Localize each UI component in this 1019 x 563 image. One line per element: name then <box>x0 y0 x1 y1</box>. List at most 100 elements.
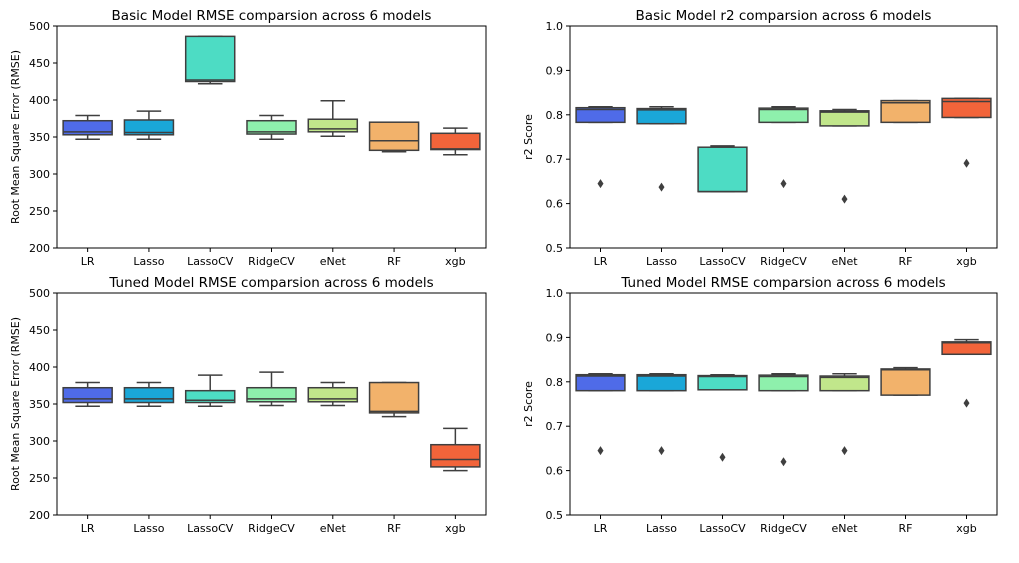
outlier-point <box>597 179 604 189</box>
x-tick-label: Lasso <box>646 522 677 535</box>
chart-panel-1: Basic Model RMSE comparsion across 6 mod… <box>9 8 487 268</box>
x-tick-label: eNet <box>320 255 347 268</box>
y-axis-label: Root Mean Square Error (RMSE) <box>9 50 22 224</box>
y-tick-label: 0.6 <box>546 465 564 478</box>
x-tick-label: RidgeCV <box>760 522 807 535</box>
x-tick-label: eNet <box>831 522 858 535</box>
x-tick-label: xgb <box>956 522 976 535</box>
x-tick-label: LR <box>81 255 95 268</box>
iqr-box <box>819 110 870 127</box>
iqr-box <box>430 443 481 468</box>
iqr-box <box>697 146 748 193</box>
iqr-box <box>184 389 236 404</box>
outlier-point <box>841 446 848 456</box>
y-tick-label: 0.5 <box>546 242 564 255</box>
iqr-box <box>368 381 420 414</box>
iqr-box <box>697 374 748 391</box>
box-enet <box>819 108 870 204</box>
x-tick-label: xgb <box>445 522 465 535</box>
box-rf <box>368 121 420 153</box>
y-tick-label: 0.9 <box>546 64 564 77</box>
outlier-point <box>841 194 848 204</box>
box-xgb <box>941 338 992 408</box>
x-tick-label: RF <box>387 255 401 268</box>
y-tick-label: 250 <box>29 205 50 218</box>
x-tick-label: LassoCV <box>187 255 234 268</box>
x-tick-label: RidgeCV <box>248 522 295 535</box>
y-tick-label: 350 <box>29 131 50 144</box>
iqr-box <box>575 373 626 392</box>
iqr-box <box>62 386 113 404</box>
outlier-point <box>658 182 665 192</box>
box-xgb <box>430 127 481 156</box>
y-tick-label: 0.8 <box>546 109 564 122</box>
iqr-box <box>941 97 992 119</box>
plot-frame <box>56 292 487 516</box>
x-tick-label: LR <box>594 522 608 535</box>
x-tick-label: RF <box>899 522 913 535</box>
x-tick-label: RF <box>387 522 401 535</box>
box-lr <box>575 106 626 189</box>
x-tick-label: eNet <box>831 255 858 268</box>
y-tick-label: 300 <box>29 435 50 448</box>
iqr-box <box>123 386 175 404</box>
box-ridgecv <box>758 373 809 467</box>
y-tick-label: 350 <box>29 398 50 411</box>
box-enet <box>307 99 359 138</box>
iqr-box <box>307 386 359 403</box>
iqr-box <box>307 118 359 133</box>
box-rf <box>880 99 931 124</box>
plot-frame <box>56 25 487 249</box>
y-tick-label: 450 <box>29 57 50 70</box>
y-tick-label: 500 <box>29 287 50 300</box>
y-tick-label: 200 <box>29 509 50 522</box>
chart-title: Tuned Model RMSE comparsion across 6 mod… <box>108 275 433 291</box>
plot-frame <box>569 25 998 249</box>
x-tick-label: Lasso <box>133 522 164 535</box>
box-lr <box>62 114 113 140</box>
chart-panel-3: Tuned Model RMSE comparsion across 6 mod… <box>9 275 487 535</box>
y-tick-label: 450 <box>29 324 50 337</box>
y-tick-label: 1.0 <box>546 20 564 33</box>
box-rf <box>880 366 931 396</box>
y-axis-label: r2 Score <box>522 381 535 427</box>
outlier-point <box>963 158 970 168</box>
y-tick-label: 1.0 <box>546 287 564 300</box>
x-tick-label: xgb <box>445 255 465 268</box>
y-tick-label: 0.8 <box>546 376 564 389</box>
y-tick-label: 250 <box>29 472 50 485</box>
iqr-box <box>880 368 931 396</box>
box-xgb <box>941 97 992 168</box>
x-tick-label: LR <box>594 255 608 268</box>
y-axis-label: Root Mean Square Error (RMSE) <box>9 317 22 491</box>
chart-panel-4: Tuned Model RMSE comparsion across 6 mod… <box>522 275 998 535</box>
iqr-box <box>246 386 297 403</box>
x-tick-label: Lasso <box>646 255 677 268</box>
box-lasso <box>123 110 175 140</box>
chart-title: Basic Model r2 comparsion across 6 model… <box>636 8 932 24</box>
box-enet <box>307 381 359 407</box>
x-tick-label: Lasso <box>133 255 164 268</box>
x-tick-label: RF <box>899 255 913 268</box>
y-tick-label: 0.9 <box>546 331 564 344</box>
outlier-point <box>780 179 787 189</box>
chart-panel-2: Basic Model r2 comparsion across 6 model… <box>522 8 998 268</box>
x-tick-label: LassoCV <box>699 255 746 268</box>
box-ridgecv <box>758 106 809 189</box>
iqr-box <box>575 106 626 124</box>
iqr-box <box>819 375 870 392</box>
x-tick-label: LR <box>81 522 95 535</box>
box-lassocv <box>184 374 236 407</box>
y-tick-label: 0.5 <box>546 509 564 522</box>
iqr-box <box>430 132 481 151</box>
box-xgb <box>430 427 481 472</box>
box-lr <box>62 381 113 407</box>
y-tick-label: 200 <box>29 242 50 255</box>
box-lasso <box>123 381 175 407</box>
box-lr <box>575 373 626 456</box>
x-tick-label: RidgeCV <box>248 255 295 268</box>
box-enet <box>819 373 870 456</box>
y-tick-label: 0.7 <box>546 420 564 433</box>
box-lassocv <box>697 145 748 193</box>
y-tick-label: 400 <box>29 94 50 107</box>
